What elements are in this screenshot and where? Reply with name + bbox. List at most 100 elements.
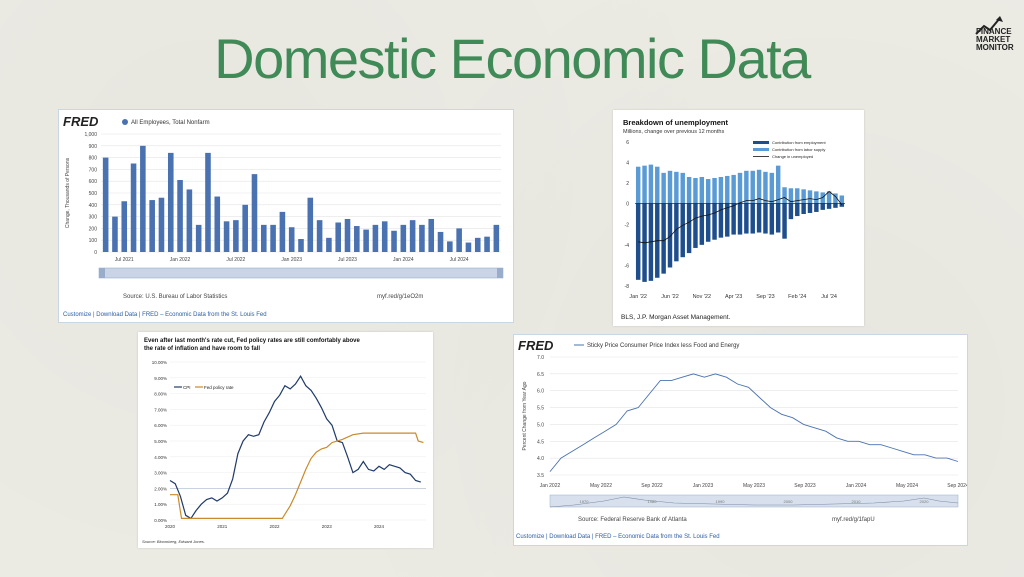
- bar-employment: [795, 203, 800, 217]
- bar-employment: [833, 203, 838, 208]
- bar: [307, 197, 314, 252]
- legend-label: Contribution from employment: [772, 140, 826, 145]
- bar-employment: [756, 203, 762, 233]
- bar-employment: [826, 203, 832, 209]
- x-tick-label: 2024: [374, 524, 385, 529]
- bar-employment: [686, 203, 692, 254]
- mini-tick-label: 2020: [920, 499, 930, 504]
- mini-tick-label: 1970: [580, 499, 590, 504]
- bar: [465, 242, 472, 252]
- y-tick-label: 4.0: [537, 456, 544, 462]
- bar: [205, 152, 211, 252]
- x-tick-label: Jan 2022: [540, 483, 561, 489]
- bar: [391, 230, 397, 252]
- y-tick-label: -8: [625, 284, 630, 290]
- bar-employment: [769, 203, 775, 235]
- y-tick-label: 7.0: [537, 355, 544, 361]
- x-tick-label: May 2023: [743, 483, 765, 489]
- bar: [177, 180, 183, 252]
- nonfarm-payroll-chart: FRED All Employees, Total Nonfarm Change, …: [63, 114, 504, 300]
- y-tick-label: -2: [625, 222, 630, 228]
- chart-title-line-2: the rate of inflation and have room to f…: [144, 346, 260, 352]
- bar-employment: [705, 203, 711, 242]
- bar-employment: [648, 203, 654, 281]
- source-label: BLS, J.P. Morgan Asset Management.: [621, 314, 731, 321]
- y-tick-label: 200: [89, 226, 98, 232]
- bar: [270, 224, 276, 252]
- bar: [102, 157, 109, 252]
- bar-employment: [725, 203, 730, 237]
- bar-labor-supply: [826, 191, 832, 204]
- y-tick-label: 2: [626, 181, 629, 187]
- y-tick-label: 500: [89, 191, 98, 197]
- bar-employment: [750, 203, 755, 234]
- sticky-cpi-chart: FRED Sticky Price Consumer Price Index le…: [518, 338, 967, 523]
- bar-labor-supply: [807, 190, 813, 204]
- legend-marker: [122, 119, 128, 125]
- fred-footer-links-1[interactable]: Customize | Download Data | FRED – Econo…: [63, 312, 267, 318]
- bar-labor-supply: [814, 191, 819, 204]
- fred-footer-links-2[interactable]: Customize | Download Data | FRED – Econo…: [516, 534, 720, 540]
- y-tick-label: 4: [626, 161, 629, 167]
- bar-labor-supply: [661, 172, 666, 204]
- bar-labor-supply: [705, 179, 711, 204]
- chart-arrow-icon: [975, 16, 1003, 35]
- y-tick-label: 6.0: [537, 389, 544, 395]
- bar-labor-supply: [686, 176, 692, 204]
- page-title: Domestic Economic Data: [214, 27, 811, 90]
- bar: [316, 220, 323, 252]
- sticky-cpi-panel: FRED Sticky Price Consumer Price Index le…: [513, 334, 968, 546]
- chart-title: Breakdown of unemployment: [623, 118, 729, 127]
- unemployment-breakdown-panel: Breakdown of unemployment Millions, chang…: [613, 110, 864, 326]
- bar: [447, 241, 453, 252]
- x-tick-label: 2021: [217, 524, 228, 529]
- x-tick-label: Jan 2023: [693, 483, 714, 489]
- x-tick-label: Nov '22: [693, 294, 711, 300]
- y-axis-label: Percent Change from Year Ago: [522, 381, 528, 450]
- y-tick-label: 1.00%: [154, 502, 167, 507]
- x-tick-label: Apr '23: [725, 294, 742, 300]
- y-tick-label: 2.00%: [154, 486, 167, 491]
- bar-employment: [712, 203, 717, 240]
- bar: [493, 224, 500, 252]
- range-slider: [549, 494, 959, 508]
- fred-logo: FRED: [518, 338, 554, 353]
- legend-label-fed: Fed policy rate: [204, 385, 234, 390]
- bar-employment: [718, 203, 724, 238]
- legend-swatch: [753, 148, 769, 151]
- bar: [400, 224, 407, 252]
- bar-employment: [763, 203, 768, 234]
- x-tick-label: Sep 2023: [794, 483, 816, 489]
- x-tick-label: Feb '24: [788, 294, 806, 300]
- bar-labor-supply: [725, 175, 730, 204]
- bar-labor-supply: [839, 195, 845, 204]
- nonfarm-payroll-chart-panel: FRED All Employees, Total Nonfarm Change, …: [58, 109, 514, 323]
- bar-labor-supply: [667, 170, 673, 204]
- y-tick-label: 0: [94, 250, 97, 256]
- bar-labor-supply: [769, 172, 775, 204]
- legend-label: Change in unemployed: [772, 154, 813, 159]
- bar: [456, 228, 462, 252]
- x-tick-label: Jun '22: [661, 294, 679, 300]
- source-label: Source: Bloomberg, Edward Jones.: [142, 539, 205, 544]
- logo-line-2: MARKET: [976, 35, 1011, 44]
- bar: [354, 226, 360, 252]
- x-tick-label: Jul '24: [821, 294, 837, 300]
- mini-tick-label: 1990: [716, 499, 726, 504]
- x-tick-label: Jan 2023: [281, 257, 302, 263]
- y-tick-label: 900: [89, 144, 98, 150]
- bar: [140, 145, 146, 252]
- y-tick-label: 0.00%: [154, 518, 167, 523]
- bar-labor-supply: [833, 193, 838, 204]
- bar: [363, 229, 369, 252]
- y-tick-label: 3.00%: [154, 471, 167, 476]
- y-tick-label: 300: [89, 215, 98, 221]
- bar-employment: [814, 203, 819, 212]
- bar-employment: [807, 203, 813, 213]
- bar: [409, 220, 416, 252]
- bar-labor-supply: [648, 164, 654, 204]
- y-tick-label: 5.00%: [154, 439, 167, 444]
- bar: [121, 201, 128, 252]
- bar-labor-supply: [699, 176, 705, 204]
- y-tick-label: -6: [625, 263, 630, 269]
